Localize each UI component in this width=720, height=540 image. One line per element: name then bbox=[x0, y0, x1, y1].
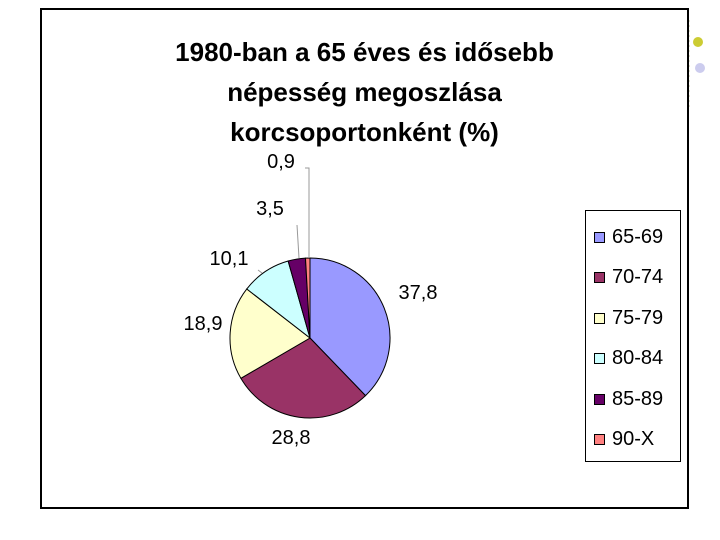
legend-label: 80-84 bbox=[612, 347, 664, 369]
pie-slice-75-79 bbox=[229, 288, 311, 379]
chart-title: 1980-ban a 65 éves és idősebb népesség m… bbox=[42, 32, 687, 152]
chart-legend: 65-69 70-74 75-79 80-84 85-89 90-X bbox=[585, 210, 681, 462]
legend-item-90-X: 90-X bbox=[594, 428, 654, 452]
leader-line-90-X bbox=[305, 167, 310, 258]
legend-item-65-69: 65-69 bbox=[594, 225, 663, 249]
legend-item-80-84: 80-84 bbox=[594, 347, 663, 371]
legend-label: 85-89 bbox=[612, 387, 664, 410]
pie-slice-70-74 bbox=[240, 337, 367, 419]
pie-slice-90-X bbox=[304, 257, 311, 339]
data-label-80-84: 10,1 bbox=[210, 248, 249, 270]
leader-line-85-89 bbox=[296, 224, 300, 259]
data-label-90-X: 0,9 bbox=[267, 151, 295, 173]
legend-label: 90-X bbox=[612, 428, 655, 450]
data-label-65-69: 37,8 bbox=[399, 282, 438, 304]
legend-label: 70-74 bbox=[612, 266, 664, 288]
legend-item-75-79: 75-79 bbox=[594, 306, 663, 330]
leader-line-80-84 bbox=[257, 269, 263, 274]
decorative-dot bbox=[693, 37, 703, 47]
legend-swatch bbox=[594, 434, 605, 445]
data-label-85-89: 3,5 bbox=[256, 198, 284, 220]
data-label-70-74: 28,8 bbox=[272, 427, 311, 449]
legend-swatch bbox=[594, 272, 605, 283]
legend-swatch bbox=[594, 312, 605, 324]
legend-swatch bbox=[594, 231, 605, 243]
data-label-75-79: 18,9 bbox=[184, 313, 223, 335]
legend-swatch bbox=[594, 393, 605, 405]
legend-item-85-89: 85-89 bbox=[594, 387, 663, 411]
legend-item-70-74: 70-74 bbox=[594, 266, 663, 290]
decorative-dot bbox=[695, 63, 705, 73]
pie-slice-65-69 bbox=[309, 257, 391, 397]
chart-area: 1980-ban a 65 éves és idősebb népesség m… bbox=[40, 8, 689, 509]
legend-label: 65-69 bbox=[612, 225, 664, 248]
legend-swatch bbox=[594, 353, 605, 364]
legend-label: 75-79 bbox=[612, 306, 664, 329]
chart-title-line-2: népesség megoszlása bbox=[227, 77, 502, 107]
chart-title-line-3: korcsoportonként (%) bbox=[230, 117, 499, 147]
chart-title-line-1: 1980-ban a 65 éves és idősebb bbox=[175, 37, 554, 67]
